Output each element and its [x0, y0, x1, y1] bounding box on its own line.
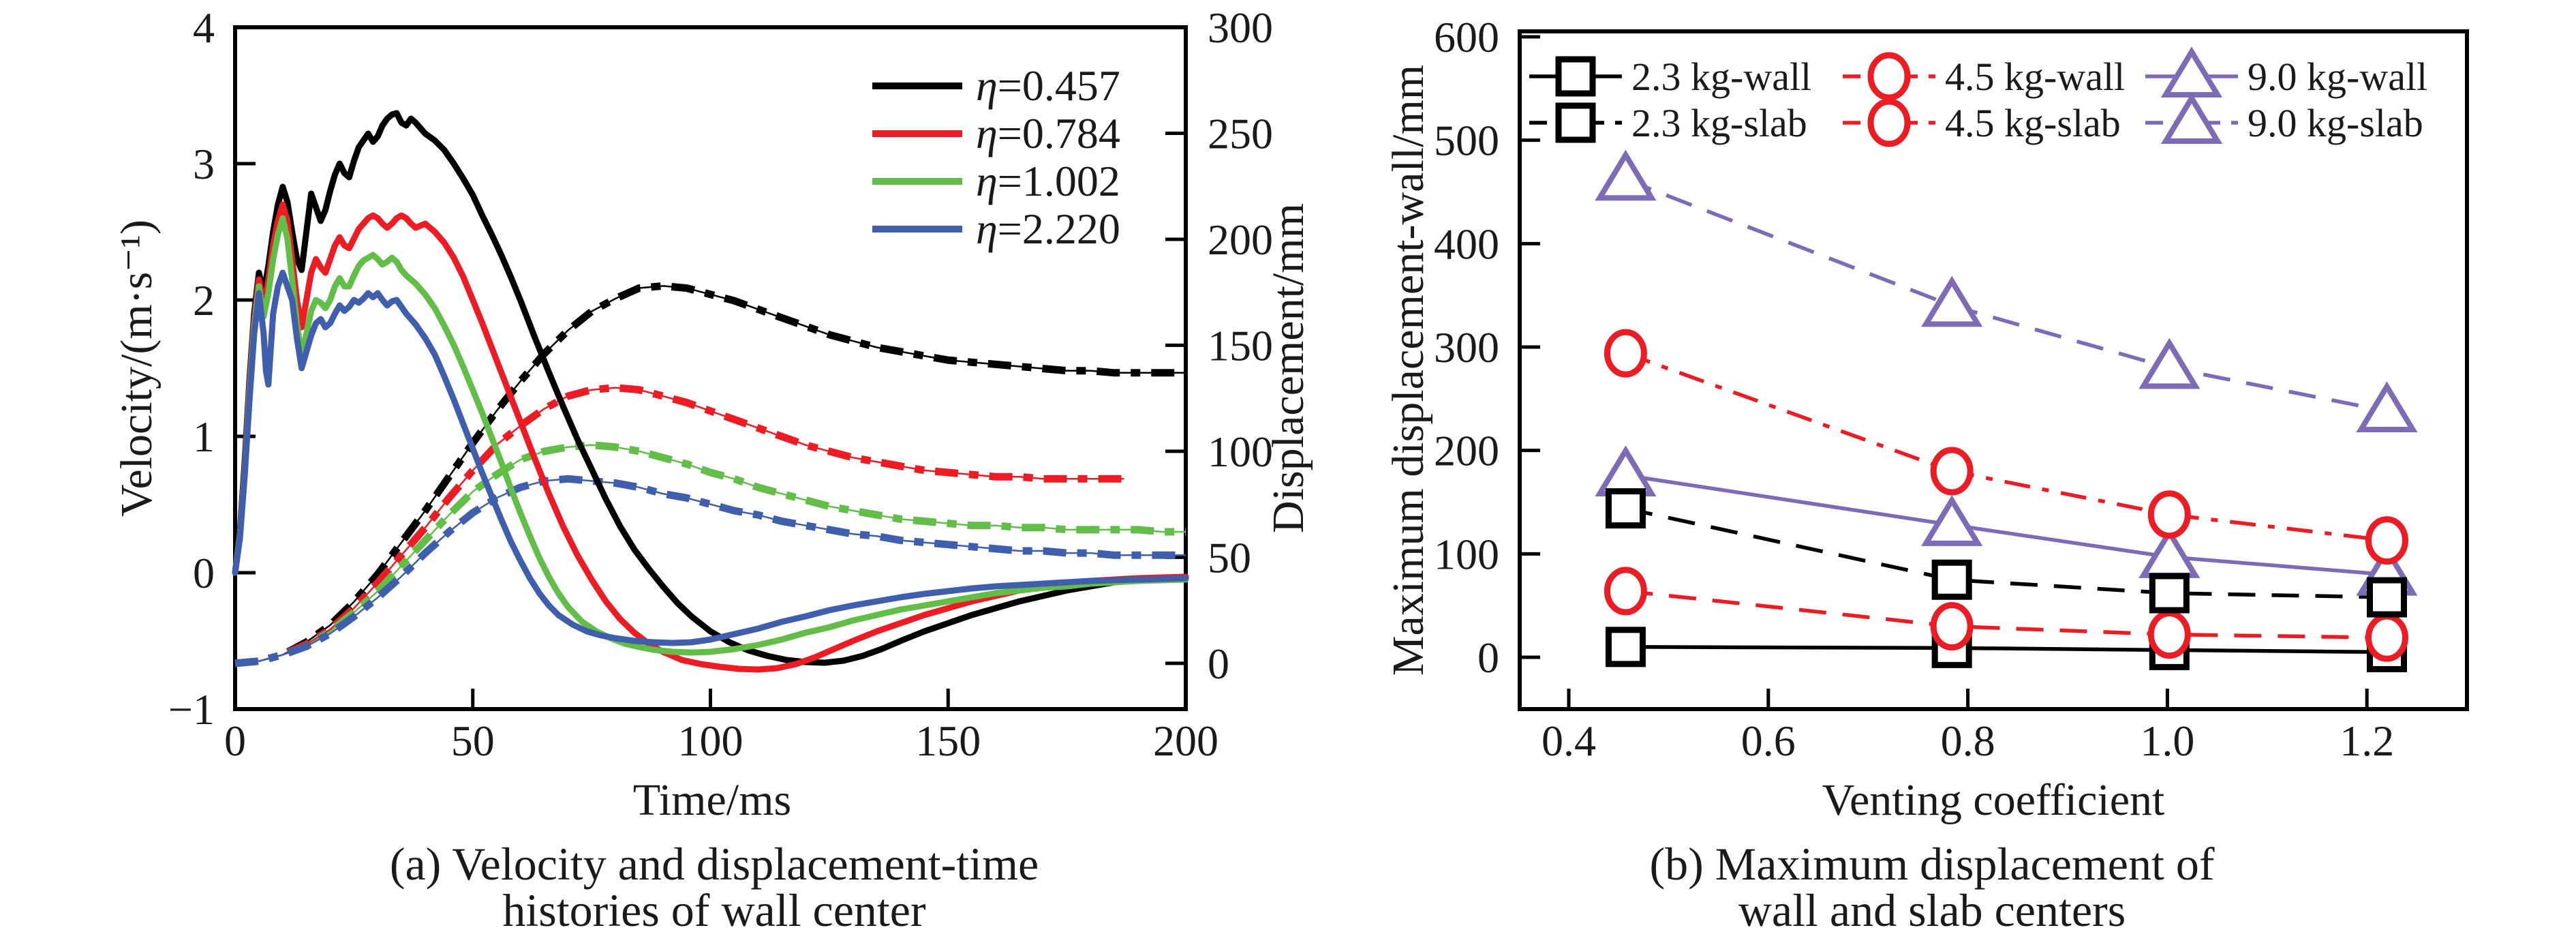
data-point-9.0-kg-slab-3 — [2356, 381, 2418, 433]
chart-b-legend-marker-4.5-kg-wall — [1867, 52, 1911, 101]
chart-b-legend-marker-2.3-kg-slab — [1555, 102, 1596, 143]
displacement-curve--1.002 — [234, 441, 1186, 668]
chart-a-ytick-left-label: 1 — [193, 412, 215, 461]
chart-b-legend-marker-9.0-kg-wall — [2160, 46, 2223, 97]
chart-a-ytick-right-label: 100 — [1208, 427, 1273, 476]
data-point-4.5-kg-wall-1 — [1930, 602, 1974, 650]
chart-a-x-axis-title: Time/ms — [633, 775, 791, 825]
chart-b-y-axis-title: Maximum displacement-wall/mm — [1383, 65, 1433, 676]
data-point-9.0-kg-slab-1 — [1921, 275, 1983, 327]
chart-a-plot: 0 50 100 150 200−101234050100150200250300η=0… — [168, 3, 1273, 765]
series-line-9.0-kg-wall — [1625, 473, 2387, 577]
data-point-9.0-kg-slab-2 — [2138, 338, 2201, 389]
data-point-4.5-kg-wall-0 — [1604, 567, 1647, 616]
chart-a-ytick-left-label: 4 — [193, 3, 215, 52]
series-line-4.5-kg-slab — [1625, 351, 2387, 543]
chart-a-ytick-left-label: −1 — [168, 685, 215, 734]
chart-b-ytick-label: 0 — [1477, 633, 1499, 682]
chart-a-xtick-label: 200 — [1153, 717, 1218, 765]
chart-b-plot: 0.4 0.6 0.8 1.0 1.2 0 100 200 300 400 500 600 2.3 kg… — [1434, 13, 2469, 765]
chart-a-right-axis-title: Displacement/mm — [1263, 203, 1313, 533]
data-point-9.0-kg-wall-0 — [1595, 445, 1657, 497]
data-point-2.3-kg-slab-0 — [1605, 488, 1646, 529]
series-line-9.0-kg-slab — [1625, 177, 2388, 413]
series-line-4.5-kg-wall — [1625, 589, 2387, 640]
chart-a-legend-label--2.220: η=2.220 — [976, 205, 1120, 253]
chart-b-xtick-label: 0.4 — [1542, 717, 1596, 765]
data-point-4.5-kg-wall-2 — [2147, 610, 2191, 659]
chart-b-max-displacement: Maximum displacement-wall/mm Venting coe… — [1383, 13, 2469, 930]
chart-a-legend-label--1.002: η=1.002 — [976, 157, 1120, 205]
chart-a-ytick-left-label: 2 — [193, 276, 215, 325]
chart-b-legend-marker-2.3-kg-wall — [1555, 56, 1596, 97]
chart-a-frame — [233, 25, 1188, 711]
chart-b-xtick-label: 1.0 — [2140, 717, 2194, 765]
chart-b-ytick-label: 300 — [1434, 323, 1499, 372]
chart-b-legend-label-4.5-kg-slab: 4.5 kg-slab — [1945, 101, 2121, 145]
chart-b-ytick-label: 600 — [1434, 13, 1499, 61]
data-point-4.5-kg-slab-2 — [2147, 490, 2191, 539]
chart-b-legend-label-9.0-kg-wall: 9.0 kg-wall — [2248, 55, 2427, 99]
chart-b-frame — [1518, 29, 2469, 711]
chart-b-ytick-label: 400 — [1434, 220, 1499, 268]
chart-a-ytick-right-label: 150 — [1208, 321, 1273, 370]
chart-a-caption-line2: histories of wall center — [502, 884, 926, 930]
velocity-curve--0.784 — [232, 201, 1189, 673]
velocity-curve--0.457 — [232, 110, 1189, 666]
data-point-9.0-kg-wall-1 — [1921, 495, 1983, 546]
chart-b-xtick-label: 1.2 — [2340, 717, 2394, 765]
chart-a-xtick-label: 100 — [678, 717, 743, 765]
chart-b-x-axis-title: Venting coefficient — [1822, 775, 2165, 825]
displacement-curve--0.457 — [234, 282, 1186, 668]
chart-a-ytick-left-label: 3 — [193, 140, 215, 188]
chart-a-xtick-label: 150 — [915, 717, 981, 765]
chart-a-ytick-right-label: 50 — [1208, 533, 1251, 582]
data-point-9.0-kg-slab-0 — [1595, 149, 1657, 201]
data-point-4.5-kg-wall-3 — [2365, 613, 2408, 662]
series-line-2.3-kg-wall — [1625, 645, 2387, 655]
chart-b-legend-label-2.3-kg-slab: 2.3 kg-slab — [1631, 101, 1807, 145]
chart-a-ytick-right-label: 200 — [1208, 215, 1273, 264]
data-point-2.3-kg-slab-3 — [2366, 577, 2407, 618]
data-point-4.5-kg-slab-1 — [1930, 447, 1974, 496]
chart-b-caption-line1: (b) Maximum displacement of — [1649, 838, 2214, 890]
chart-b-caption-line2: wall and slab centers — [1738, 884, 2126, 930]
chart-a-xtick-label: 50 — [451, 717, 495, 765]
series-line-2.3-kg-slab — [1625, 506, 2387, 599]
data-point-2.3-kg-slab-2 — [2149, 573, 2190, 614]
data-point-4.5-kg-slab-0 — [1604, 329, 1647, 378]
velocity-curve--2.220 — [232, 269, 1189, 646]
chart-a-ytick-left-label: 0 — [193, 549, 215, 597]
chart-b-legend-marker-9.0-kg-slab — [2160, 93, 2223, 144]
chart-a-caption-line1: (a) Velocity and displacement-time — [390, 838, 1039, 890]
chart-a-left-axis-title: Velocity/(m·s⁻¹) — [112, 220, 162, 517]
chart-b-legend-label-4.5-kg-wall: 4.5 kg-wall — [1945, 55, 2125, 99]
displacement-curve--0.784 — [234, 384, 1124, 668]
chart-b-xtick-label: 0.6 — [1741, 717, 1796, 765]
chart-b-ytick-label: 500 — [1434, 117, 1499, 165]
chart-b-legend-label-2.3-kg-wall: 2.3 kg-wall — [1631, 55, 1811, 99]
chart-b-ytick-label: 100 — [1434, 530, 1499, 578]
data-point-2.3-kg-wall-0 — [1605, 627, 1646, 668]
chart-a-velocity-displacement: Velocity/(m·s⁻¹) Displacement/mm Time/ms… — [112, 3, 1313, 930]
chart-a-ytick-right-label: 300 — [1208, 3, 1273, 52]
chart-a-ytick-right-label: 250 — [1208, 109, 1273, 158]
chart-b-ytick-label: 200 — [1434, 427, 1499, 475]
chart-b-legend-label-9.0-kg-slab: 9.0 kg-slab — [2248, 101, 2423, 145]
data-point-4.5-kg-slab-3 — [2365, 516, 2408, 565]
chart-a-legend-label--0.457: η=0.457 — [976, 61, 1120, 110]
data-point-2.3-kg-slab-1 — [1931, 559, 1972, 600]
chart-b-legend-marker-4.5-kg-slab — [1867, 98, 1911, 147]
chart-a-legend-label--0.784: η=0.784 — [976, 109, 1120, 158]
chart-a-xtick-label: 0 — [224, 717, 246, 765]
chart-a-ytick-right-label: 0 — [1208, 640, 1229, 688]
chart-b-xtick-label: 0.8 — [1941, 717, 1995, 765]
displacement-curve--2.220 — [234, 475, 1186, 668]
